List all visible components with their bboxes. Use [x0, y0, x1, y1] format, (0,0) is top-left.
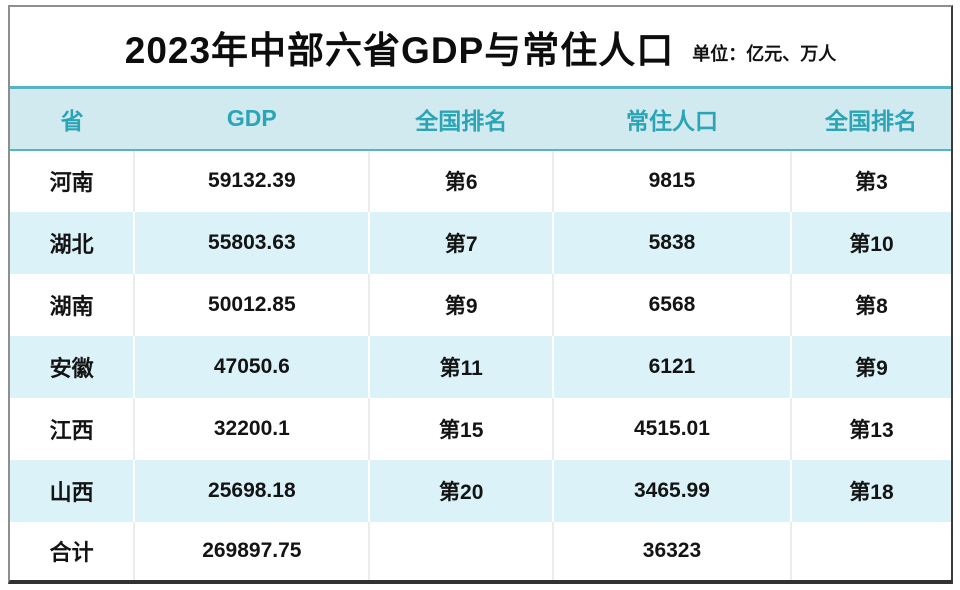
cell-population-rank: 第10 — [790, 211, 951, 274]
cell-province: 江西 — [49, 417, 94, 443]
cell-population: 6568 — [551, 273, 791, 336]
table-row: 安徽 47050.6 第11 6121 第9 — [10, 335, 951, 398]
cell-population-rank: 第13 — [790, 397, 951, 460]
cell-gdp-rank: 第6 — [368, 149, 553, 212]
page-title: 2023年中部六省GDP与常住人口 — [124, 29, 675, 71]
header-row: 省 GDP 全国排名 常住人口 全国排名 — [10, 86, 951, 151]
cell-population-rank: 第9 — [790, 335, 951, 398]
title-bar: 2023年中部六省GDP与常住人口 单位：亿元、万人 — [10, 7, 951, 86]
column-header-gdp: GDP — [134, 86, 370, 151]
cell-population: 4515.01 — [551, 397, 791, 460]
cell-population-rank: 第18 — [790, 459, 951, 522]
table-row: 湖南 50012.85 第9 6568 第8 — [10, 273, 951, 336]
cell-population: 9815 — [551, 149, 791, 212]
cell-population: 5838 — [551, 211, 791, 274]
cell-population-rank — [790, 521, 951, 580]
gdp-population-table: 省 GDP 全国排名 常住人口 全国排名 河南 59132.39 第6 9815… — [10, 86, 951, 580]
cell-population: 6121 — [551, 335, 791, 398]
cell-province: 湖南 — [49, 293, 94, 319]
cell-province: 安徽 — [49, 355, 94, 381]
cell-gdp: 269897.75 — [133, 521, 370, 580]
cell-gdp-rank: 第20 — [368, 459, 553, 522]
column-header-gdp-rank: 全国排名 — [369, 86, 553, 151]
cell-gdp-rank: 第9 — [368, 273, 553, 336]
cell-province: 河南 — [49, 170, 94, 195]
cell-province: 合计 — [49, 539, 94, 565]
gdp-table-card: 2023年中部六省GDP与常住人口 单位：亿元、万人 省 GDP 全国排名 常住… — [8, 5, 953, 584]
cell-population-rank: 第3 — [790, 149, 951, 212]
cell-gdp: 25698.18 — [133, 459, 370, 522]
cell-population: 36323 — [551, 521, 791, 580]
cell-gdp-rank — [368, 521, 553, 580]
cell-gdp-rank: 第11 — [368, 335, 553, 398]
table-row: 江西 32200.1 第15 4515.01 第13 — [10, 397, 951, 460]
cell-gdp: 59132.39 — [133, 149, 370, 212]
column-header-population: 常住人口 — [552, 86, 791, 151]
cell-gdp-rank: 第15 — [368, 397, 553, 460]
cell-province: 湖北 — [49, 231, 94, 257]
cell-gdp: 55803.63 — [133, 211, 370, 274]
cell-population-rank: 第8 — [790, 273, 951, 336]
column-header-province: 省 — [10, 86, 135, 151]
table-row-total: 合计 269897.75 36323 — [10, 521, 951, 580]
cell-gdp: 47050.6 — [133, 335, 370, 398]
table-row: 湖北 55803.63 第7 5838 第10 — [10, 211, 951, 274]
cell-gdp-rank: 第7 — [368, 211, 553, 274]
cell-population: 3465.99 — [551, 459, 791, 522]
cell-gdp: 50012.85 — [133, 273, 370, 336]
unit-label: 单位：亿元、万人 — [692, 43, 837, 64]
cell-gdp: 32200.1 — [133, 397, 370, 460]
cell-province: 山西 — [49, 479, 94, 505]
table-row: 河南 59132.39 第6 9815 第3 — [10, 149, 951, 212]
table-row: 山西 25698.18 第20 3465.99 第18 — [10, 459, 951, 522]
column-header-population-rank: 全国排名 — [791, 86, 951, 151]
